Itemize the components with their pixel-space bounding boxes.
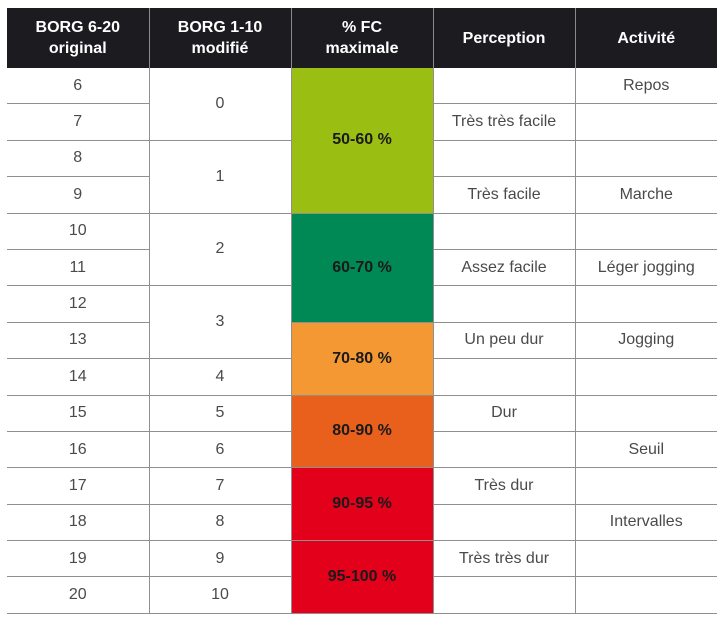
activity-cell xyxy=(574,576,717,614)
table-row: 9 Très facile Marche xyxy=(7,176,717,214)
table-row: 19 9 95-100 % Très très dur xyxy=(7,540,717,614)
fc-zone-cell: 80-90 % xyxy=(290,395,434,469)
table-row: 13 70-80 % Un peu dur Jogging xyxy=(7,322,717,396)
borg-original-cell: 8 xyxy=(7,140,149,178)
table-row: 6 0 50-60 % Repos xyxy=(7,68,717,214)
borg-original-cell: 20 xyxy=(7,576,149,614)
activity-cell xyxy=(574,213,717,250)
borg-modified-cell: 10 xyxy=(148,576,291,614)
table-row: 17 7 90-95 % Très dur xyxy=(7,467,717,542)
fc-zone-cell: 90-95 % xyxy=(290,467,434,542)
borg-original-cell: 19 xyxy=(7,540,149,578)
borg-modified-cell: 9 xyxy=(148,540,291,578)
header-line: original xyxy=(48,40,107,57)
header-line: maximale xyxy=(325,40,399,57)
fc-zone-cell: 60-70 % xyxy=(290,213,434,323)
activity-cell xyxy=(574,285,717,323)
activity-cell xyxy=(574,140,717,178)
table-row: 18 8 Intervalles xyxy=(7,504,717,542)
header-line: Activité xyxy=(617,29,676,47)
table-row: 10 2 60-70 % xyxy=(7,213,717,323)
header-borg-original: BORG 6-20 original xyxy=(7,8,150,68)
table-row: 14 4 xyxy=(7,358,717,396)
header-line: % FC xyxy=(342,19,382,36)
activity-cell: Intervalles xyxy=(574,504,717,542)
perception-cell xyxy=(432,285,575,323)
table-row: 16 6 Seuil xyxy=(7,431,717,469)
borg-original-cell: 14 xyxy=(7,358,149,396)
perception-cell: Très dur xyxy=(432,467,575,505)
perception-cell: Dur xyxy=(432,395,575,432)
activity-cell: Léger jogging xyxy=(574,249,717,287)
borg-scale-table-container: BORG 6-20 original BORG 1-10 modifié % FC m… xyxy=(7,8,717,614)
borg-modified-cell: 3 xyxy=(148,285,291,360)
perception-cell xyxy=(432,431,575,469)
perception-cell xyxy=(432,140,575,178)
header-line: Perception xyxy=(462,29,546,47)
fc-zone-cell: 70-80 % xyxy=(290,322,434,396)
borg-modified-cell: 4 xyxy=(148,358,291,396)
perception-cell xyxy=(432,213,575,250)
perception-cell: Très facile xyxy=(432,176,575,214)
activity-cell xyxy=(574,358,717,396)
activity-cell xyxy=(574,540,717,578)
borg-modified-cell: 6 xyxy=(148,431,291,469)
fc-zone-cell: 95-100 % xyxy=(290,540,434,614)
borg-original-cell: 10 xyxy=(7,213,149,250)
borg-modified-cell: 5 xyxy=(148,395,291,432)
borg-original-cell: 15 xyxy=(7,395,149,432)
activity-cell xyxy=(574,103,717,141)
borg-original-cell: 6 xyxy=(7,68,149,105)
perception-cell: Très très facile xyxy=(432,103,575,141)
activity-cell: Repos xyxy=(574,68,717,105)
perception-cell xyxy=(432,68,575,105)
borg-original-cell: 12 xyxy=(7,285,149,323)
header-line: BORG 6-20 xyxy=(35,19,120,36)
header-line: BORG 1-10 xyxy=(177,19,263,36)
header-borg-modified: BORG 1-10 modifié xyxy=(148,8,292,68)
table-body: 6 0 50-60 % Repos 7 Très très facile 8 1 9 Très f… xyxy=(7,68,717,614)
activity-cell: Marche xyxy=(574,176,717,214)
header-perception: Perception xyxy=(432,8,576,68)
table-row: 15 5 80-90 % Dur xyxy=(7,395,717,469)
perception-cell xyxy=(432,576,575,614)
borg-original-cell: 11 xyxy=(7,249,149,287)
activity-cell: Jogging xyxy=(574,322,717,360)
perception-cell xyxy=(432,504,575,542)
borg-original-cell: 17 xyxy=(7,467,149,505)
header-activity: Activité xyxy=(574,8,717,68)
borg-modified-cell: 0 xyxy=(148,68,291,141)
activity-cell xyxy=(574,395,717,432)
perception-cell: Assez facile xyxy=(432,249,575,287)
borg-modified-cell: 2 xyxy=(148,213,291,287)
borg-scale-table: BORG 6-20 original BORG 1-10 modifié % FC m… xyxy=(7,8,717,614)
perception-cell: Très très dur xyxy=(432,540,575,578)
borg-original-cell: 9 xyxy=(7,176,149,214)
borg-original-cell: 18 xyxy=(7,504,149,542)
perception-cell: Un peu dur xyxy=(432,322,575,360)
table-row: 12 3 xyxy=(7,285,717,360)
header-row: BORG 6-20 original BORG 1-10 modifié % FC m… xyxy=(7,8,717,68)
table-row: 11 Assez facile Léger jogging xyxy=(7,249,717,287)
fc-zone-cell: 50-60 % xyxy=(290,68,434,214)
borg-original-cell: 16 xyxy=(7,431,149,469)
borg-original-cell: 7 xyxy=(7,103,149,141)
header-fc-max: % FC maximale xyxy=(290,8,434,68)
activity-cell xyxy=(574,467,717,505)
perception-cell xyxy=(432,358,575,396)
header-line: modifié xyxy=(191,40,249,57)
table-row: 7 Très très facile xyxy=(7,103,717,141)
borg-original-cell: 13 xyxy=(7,322,149,360)
borg-modified-cell: 8 xyxy=(148,504,291,542)
borg-modified-cell: 1 xyxy=(148,140,291,214)
table-row: 20 10 xyxy=(7,576,717,614)
borg-modified-cell: 7 xyxy=(148,467,291,505)
activity-cell: Seuil xyxy=(574,431,717,469)
